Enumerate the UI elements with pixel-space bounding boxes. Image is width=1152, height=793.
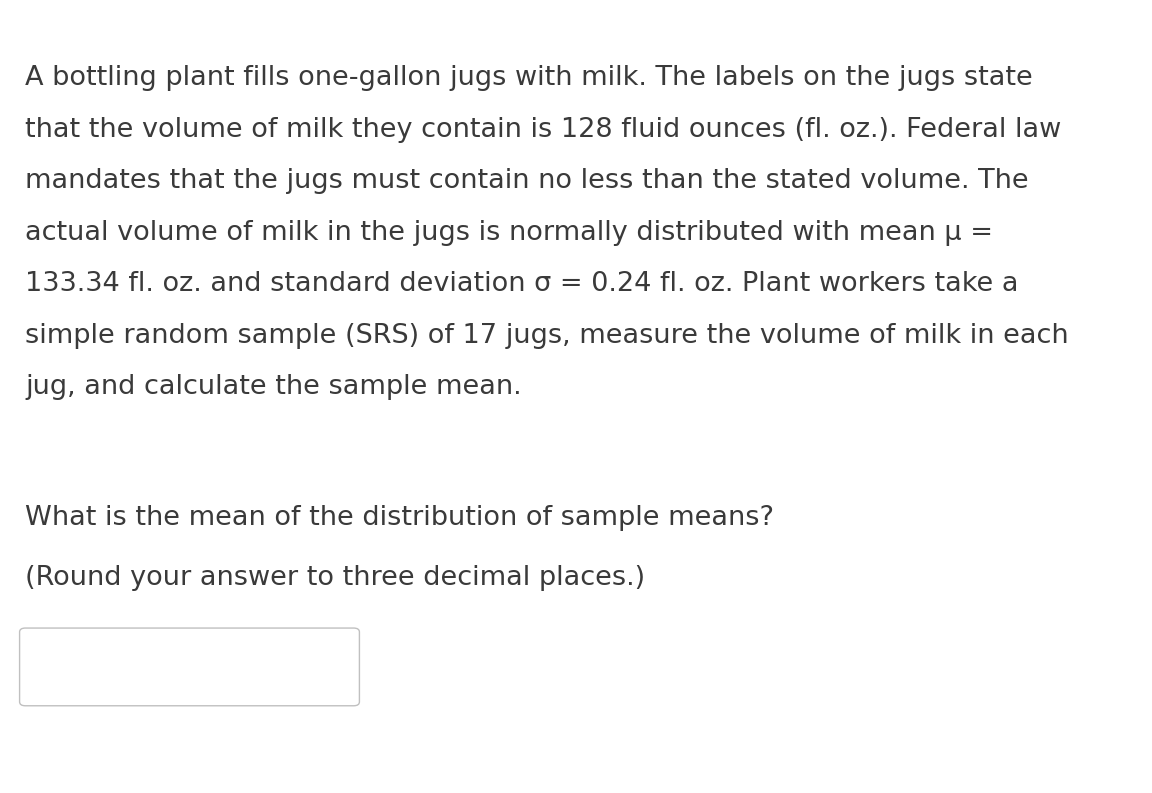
FancyBboxPatch shape xyxy=(20,628,359,706)
Text: mandates that the jugs must contain no less than the stated volume. The: mandates that the jugs must contain no l… xyxy=(25,168,1029,194)
Text: simple random sample (SRS) of 17 jugs, measure the volume of milk in each: simple random sample (SRS) of 17 jugs, m… xyxy=(25,323,1069,349)
Text: 133.34 fl. oz. and standard deviation σ = 0.24 fl. oz. Plant workers take a: 133.34 fl. oz. and standard deviation σ … xyxy=(25,271,1018,297)
Text: actual volume of milk in the jugs is normally distributed with mean μ =: actual volume of milk in the jugs is nor… xyxy=(25,220,993,246)
Text: that the volume of milk they contain is 128 fluid ounces (fl. oz.). Federal law: that the volume of milk they contain is … xyxy=(25,117,1062,143)
Text: (Round your answer to three decimal places.): (Round your answer to three decimal plac… xyxy=(25,565,645,591)
Text: jug, and calculate the sample mean.: jug, and calculate the sample mean. xyxy=(25,374,522,400)
Text: A bottling plant fills one-gallon jugs with milk. The labels on the jugs state: A bottling plant fills one-gallon jugs w… xyxy=(25,65,1033,91)
Text: What is the mean of the distribution of sample means?: What is the mean of the distribution of … xyxy=(25,505,774,531)
